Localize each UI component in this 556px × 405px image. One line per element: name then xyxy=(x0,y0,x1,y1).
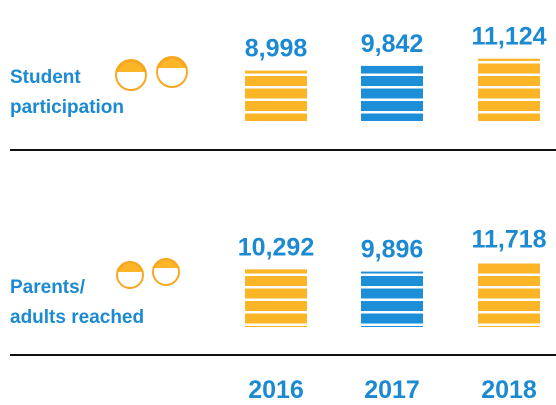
bar xyxy=(361,271,423,327)
value-label: 10,292 xyxy=(238,233,314,261)
bar xyxy=(361,65,423,121)
value-label: 11,124 xyxy=(471,23,546,51)
x-tick-label: 2017 xyxy=(364,376,420,404)
x-tick-label: 2016 xyxy=(248,376,304,404)
series-label: Parents/ adults reached xyxy=(10,277,145,328)
value-label: 9,842 xyxy=(361,30,424,58)
bar xyxy=(245,70,307,121)
series-label: Student participation xyxy=(10,67,125,118)
value-label: 8,998 xyxy=(245,35,308,63)
kids-icon xyxy=(116,258,180,289)
kids-icon xyxy=(115,56,188,91)
bar xyxy=(478,58,540,121)
bar xyxy=(478,261,540,327)
x-tick-label: 2018 xyxy=(481,376,537,404)
value-label: 11,718 xyxy=(471,225,546,253)
bar xyxy=(245,269,307,327)
value-label: 9,896 xyxy=(361,236,424,264)
